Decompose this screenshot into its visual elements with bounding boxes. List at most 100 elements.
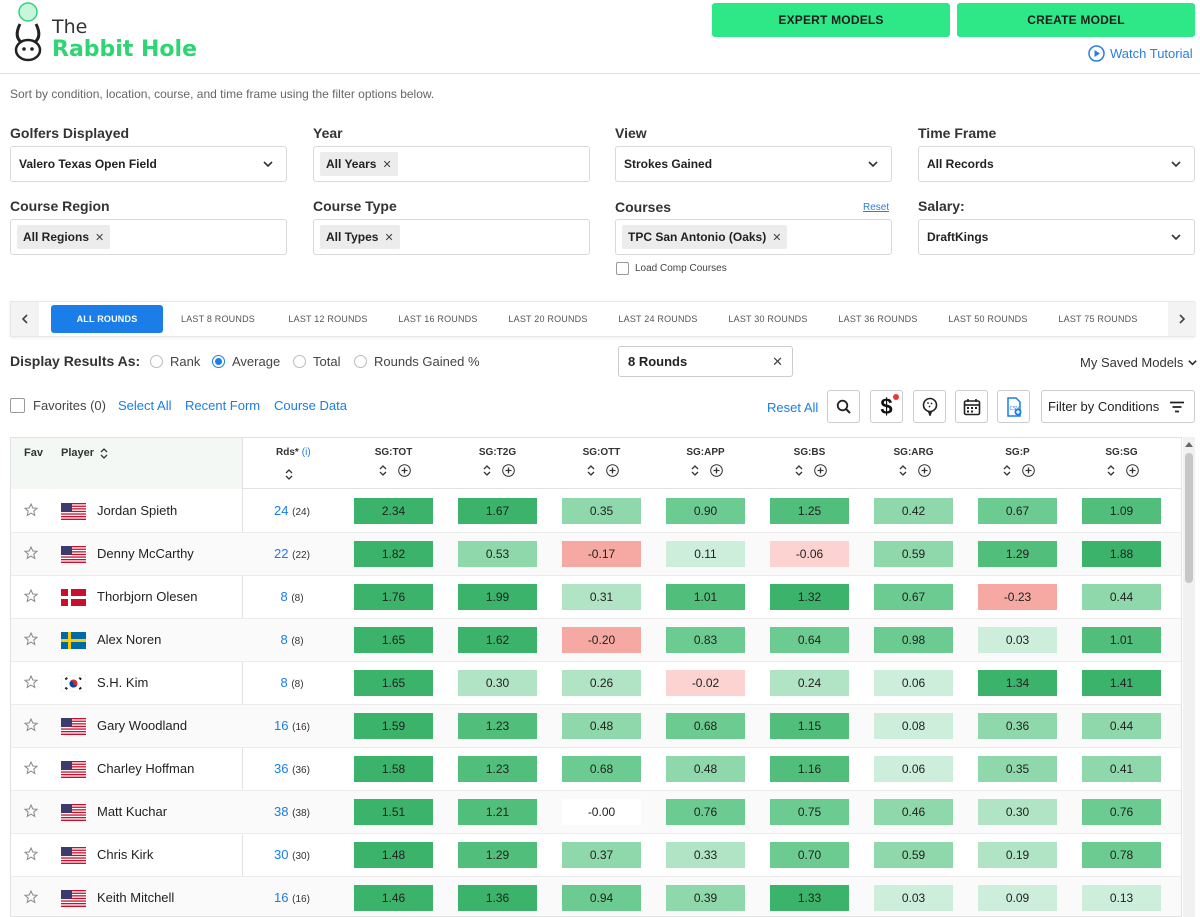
favorite-star-icon[interactable] xyxy=(23,889,39,909)
type-chip[interactable]: All Types ✕ xyxy=(320,225,400,249)
rounds-count[interactable]: 36 (36) xyxy=(242,761,342,776)
recent-form-link[interactable]: Recent Form xyxy=(185,398,261,413)
golfers-displayed-select[interactable]: Valero Texas Open Field xyxy=(10,146,287,182)
select-all-link[interactable]: Select All xyxy=(118,398,172,413)
search-button[interactable] xyxy=(827,390,860,423)
tab-last-50[interactable]: LAST 50 ROUNDS xyxy=(948,314,1028,324)
courses-multiselect[interactable]: TPC San Antonio (Oaks) ✕ xyxy=(615,219,892,255)
favorite-star-icon[interactable] xyxy=(23,717,39,737)
add-weight-icon[interactable] xyxy=(606,464,619,477)
remove-chip-icon[interactable]: ✕ xyxy=(382,158,392,171)
player-column-header[interactable]: Player xyxy=(61,447,108,459)
player-name[interactable]: Chris Kirk xyxy=(97,847,154,862)
salary-select[interactable]: DraftKings xyxy=(918,219,1195,255)
add-weight-icon[interactable] xyxy=(710,464,723,477)
radio-circle[interactable] xyxy=(293,355,306,368)
sort-icon[interactable] xyxy=(1003,465,1011,476)
player-name[interactable]: Thorbjorn Olesen xyxy=(97,589,198,604)
rounds-count[interactable]: 24 (24) xyxy=(242,503,342,518)
sg-column-header[interactable]: SG:TOT xyxy=(354,438,433,489)
tab-last-36[interactable]: LAST 36 ROUNDS xyxy=(838,314,918,324)
player-name[interactable]: Matt Kuchar xyxy=(97,804,168,819)
favorites-checkbox[interactable] xyxy=(10,398,25,413)
add-weight-icon[interactable] xyxy=(918,464,931,477)
sort-icon[interactable] xyxy=(285,469,293,480)
player-name[interactable]: Gary Woodland xyxy=(97,718,188,733)
add-weight-icon[interactable] xyxy=(1126,464,1139,477)
year-multiselect[interactable]: All Years ✕ xyxy=(313,146,590,182)
view-select[interactable]: Strokes Gained xyxy=(615,146,892,182)
load-comp-courses[interactable]: Load Comp Courses xyxy=(616,262,727,275)
favorite-star-icon[interactable] xyxy=(23,674,39,694)
radio-total[interactable]: Total xyxy=(293,354,340,369)
rds-column-header[interactable]: Rds* (i) xyxy=(276,447,311,458)
salary-filter-button[interactable]: $ xyxy=(870,390,903,423)
rounds-count[interactable]: 30 (30) xyxy=(242,847,342,862)
tab-last-20[interactable]: LAST 20 ROUNDS xyxy=(508,314,588,324)
remove-chip-icon[interactable]: ✕ xyxy=(95,231,105,244)
sort-icon[interactable] xyxy=(795,465,803,476)
favorite-star-icon[interactable] xyxy=(23,803,39,823)
player-name[interactable]: S.H. Kim xyxy=(97,675,149,690)
courses-reset-link[interactable]: Reset xyxy=(863,202,890,213)
sort-icon[interactable] xyxy=(587,465,595,476)
favorites-toggle[interactable]: Favorites (0) xyxy=(10,398,106,413)
rds-info-icon[interactable]: (i) xyxy=(301,447,311,458)
sg-column-header[interactable]: SG:SG xyxy=(1082,438,1161,489)
sg-column-header[interactable]: SG:BS xyxy=(770,438,849,489)
rounds-count[interactable]: 22 (22) xyxy=(242,546,342,561)
course-type-multiselect[interactable]: All Types ✕ xyxy=(313,219,590,255)
calendar-button[interactable] xyxy=(955,390,988,423)
rounds-count[interactable]: 16 (16) xyxy=(242,718,342,733)
my-saved-models-dropdown[interactable]: My Saved Models xyxy=(1080,355,1198,370)
scrollbar-thumb[interactable] xyxy=(1185,453,1193,583)
clear-icon[interactable]: ✕ xyxy=(772,353,783,369)
tab-last-8[interactable]: LAST 8 ROUNDS xyxy=(181,314,255,324)
radio-circle[interactable] xyxy=(354,355,367,368)
add-weight-icon[interactable] xyxy=(814,464,827,477)
sg-column-header[interactable]: SG:T2G xyxy=(458,438,537,489)
favorite-star-icon[interactable] xyxy=(23,760,39,780)
export-csv-button[interactable]: CSV xyxy=(997,390,1030,423)
radio-rounds-gained[interactable]: Rounds Gained % xyxy=(354,354,480,369)
add-weight-icon[interactable] xyxy=(502,464,515,477)
table-scrollbar[interactable] xyxy=(1183,437,1195,917)
tab-last-30[interactable]: LAST 30 ROUNDS xyxy=(728,314,808,324)
rounds-count[interactable]: 8 (8) xyxy=(242,589,342,604)
sort-icon[interactable] xyxy=(1107,465,1115,476)
player-name[interactable]: Charley Hoffman xyxy=(97,761,195,776)
tab-all-rounds[interactable]: ALL ROUNDS xyxy=(51,305,163,333)
tab-last-12[interactable]: LAST 12 ROUNDS xyxy=(288,314,368,324)
rounds-count[interactable]: 8 (8) xyxy=(242,675,342,690)
sg-column-header[interactable]: SG:P xyxy=(978,438,1057,489)
region-chip[interactable]: All Regions ✕ xyxy=(17,225,111,249)
rounds-count[interactable]: 38 (38) xyxy=(242,804,342,819)
sg-column-header[interactable]: SG:APP xyxy=(666,438,745,489)
year-chip[interactable]: All Years ✕ xyxy=(320,152,398,176)
favorite-star-icon[interactable] xyxy=(23,631,39,651)
favorite-star-icon[interactable] xyxy=(23,502,39,522)
course-region-multiselect[interactable]: All Regions ✕ xyxy=(10,219,287,255)
player-name[interactable]: Jordan Spieth xyxy=(97,503,178,518)
sort-icon[interactable] xyxy=(899,465,907,476)
radio-circle-selected[interactable] xyxy=(212,355,225,368)
rounds-count[interactable]: 8 (8) xyxy=(242,632,342,647)
filter-by-conditions-button[interactable]: Filter by Conditions xyxy=(1041,390,1195,423)
player-name[interactable]: Keith Mitchell xyxy=(97,890,175,905)
course-data-link[interactable]: Course Data xyxy=(274,398,347,413)
sort-icon[interactable] xyxy=(691,465,699,476)
scroll-up-icon[interactable] xyxy=(1185,441,1193,447)
remove-chip-icon[interactable]: ✕ xyxy=(772,231,782,244)
sg-column-header[interactable]: SG:ARG xyxy=(874,438,953,489)
add-weight-icon[interactable] xyxy=(398,464,411,477)
player-name[interactable]: Denny McCarthy xyxy=(97,546,194,561)
tabs-prev-button[interactable] xyxy=(11,302,39,336)
course-chip[interactable]: TPC San Antonio (Oaks) ✕ xyxy=(622,225,788,249)
create-model-button[interactable]: CREATE MODEL xyxy=(957,3,1195,37)
time-frame-select[interactable]: All Records xyxy=(918,146,1195,182)
rounds-select[interactable]: 8 Rounds ✕ xyxy=(618,346,793,377)
player-name[interactable]: Alex Noren xyxy=(97,632,162,647)
remove-chip-icon[interactable]: ✕ xyxy=(384,231,394,244)
tab-last-24[interactable]: LAST 24 ROUNDS xyxy=(618,314,698,324)
radio-circle[interactable] xyxy=(150,355,163,368)
